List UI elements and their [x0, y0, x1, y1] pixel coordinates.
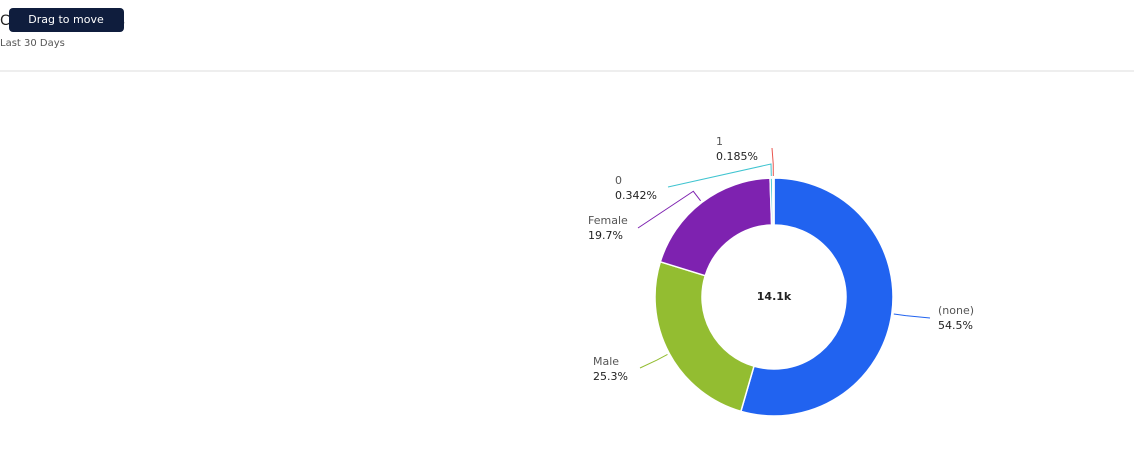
donut-slice [771, 177, 775, 226]
chart-title: C [0, 13, 10, 29]
chart-subtitle: Last 30 Days [0, 38, 65, 49]
leader-line [771, 147, 774, 177]
slice-name: (none) [938, 304, 974, 317]
slice-value: 54.5% [938, 319, 973, 332]
donut-slice [654, 260, 755, 413]
leader-line [637, 190, 701, 229]
donut-slice [659, 177, 773, 277]
slice-value: 19.7% [588, 229, 623, 242]
leader-line [639, 353, 668, 369]
slice-value: 0.185% [716, 150, 758, 163]
leader-line [893, 313, 931, 319]
donut-slice [739, 177, 894, 417]
slice-value: 0.342% [615, 189, 657, 202]
slice-name: 0 [615, 174, 622, 187]
tooltip: Drag to move [28, 13, 104, 26]
slice-name: Male [593, 355, 619, 368]
tooltip-box [9, 8, 124, 32]
slice-value: 25.3% [593, 370, 628, 383]
center-label: 14.1k [757, 290, 792, 303]
leader-line [667, 163, 772, 188]
slice-name: 1 [716, 135, 723, 148]
slice-name: Female [588, 214, 628, 227]
